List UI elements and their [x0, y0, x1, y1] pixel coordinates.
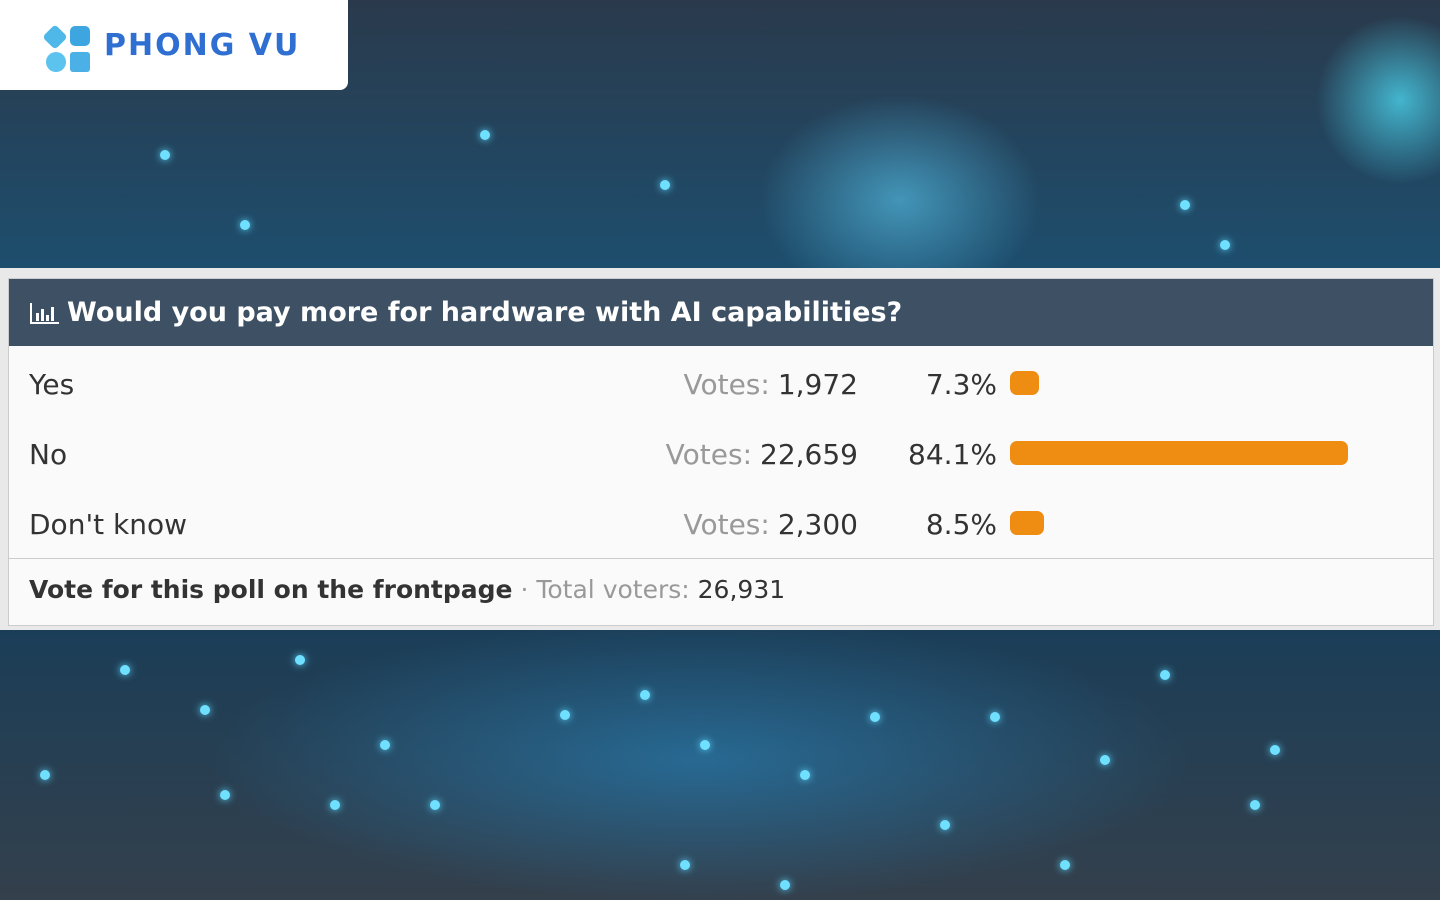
option-label: Yes: [29, 368, 75, 401]
percent-label: 7.3%: [925, 368, 997, 401]
poll-option: Yes Votes: 1,972 7.3%: [9, 354, 1433, 414]
light-dot: [680, 860, 690, 870]
light-dot: [990, 712, 1000, 722]
votes-label: Votes:: [683, 368, 770, 401]
light-dot: [1220, 240, 1230, 250]
poll-title: Would you pay more for hardware with AI …: [67, 297, 903, 328]
light-dot: [700, 740, 710, 750]
light-dot: [870, 712, 880, 722]
light-dot: [1180, 200, 1190, 210]
poll-option: Don't know Votes: 2,300 8.5%: [9, 494, 1433, 554]
light-dot: [940, 820, 950, 830]
total-voters: 26,931: [697, 575, 786, 604]
votes-count: 2,300: [777, 508, 858, 541]
light-dot: [660, 180, 670, 190]
light-dot: [1270, 745, 1280, 755]
light-dot: [800, 770, 810, 780]
light-dot: [200, 705, 210, 715]
result-bar: [1010, 371, 1040, 395]
votes-label: Votes:: [683, 508, 770, 541]
light-dot: [330, 800, 340, 810]
light-dot: [160, 150, 170, 160]
light-dot: [240, 220, 250, 230]
light-dot: [1060, 860, 1070, 870]
result-bar: [1010, 511, 1045, 535]
votes-count: 1,972: [777, 368, 858, 401]
option-label: Don't know: [29, 508, 188, 541]
light-dot: [40, 770, 50, 780]
percent-label: 8.5%: [925, 508, 997, 541]
total-label: Total voters:: [536, 575, 690, 604]
light-dot: [1160, 670, 1170, 680]
poll-option: No Votes: 22,659 84.1%: [9, 424, 1433, 484]
chart-icon: [30, 302, 59, 324]
logo-text: PHONG VU: [104, 28, 301, 63]
option-label: No: [29, 438, 68, 471]
light-dot: [780, 880, 790, 890]
votes-label: Votes:: [665, 438, 753, 471]
vote-link[interactable]: Vote for this poll on the frontpage: [29, 575, 513, 604]
poll-header: Would you pay more for hardware with AI …: [9, 279, 1433, 346]
votes-count: 22,659: [760, 438, 858, 471]
percent-label: 84.1%: [908, 438, 997, 471]
logo-icon: [44, 25, 90, 72]
poll-card: Would you pay more for hardware with AI …: [8, 278, 1434, 626]
light-dot: [380, 740, 390, 750]
light-dot: [560, 710, 570, 720]
logo[interactable]: PHONG VU: [0, 0, 348, 90]
light-dot: [295, 655, 305, 665]
light-dot: [120, 665, 130, 675]
separator: ·: [520, 575, 529, 604]
result-bar: [1010, 441, 1349, 465]
poll-footer: Vote for this poll on the frontpage · To…: [29, 575, 785, 604]
light-dot: [640, 690, 650, 700]
light-dot: [220, 790, 230, 800]
light-dot: [480, 130, 490, 140]
light-dot: [430, 800, 440, 810]
light-dot: [1100, 755, 1110, 765]
divider: [9, 558, 1433, 559]
light-dot: [1250, 800, 1260, 810]
